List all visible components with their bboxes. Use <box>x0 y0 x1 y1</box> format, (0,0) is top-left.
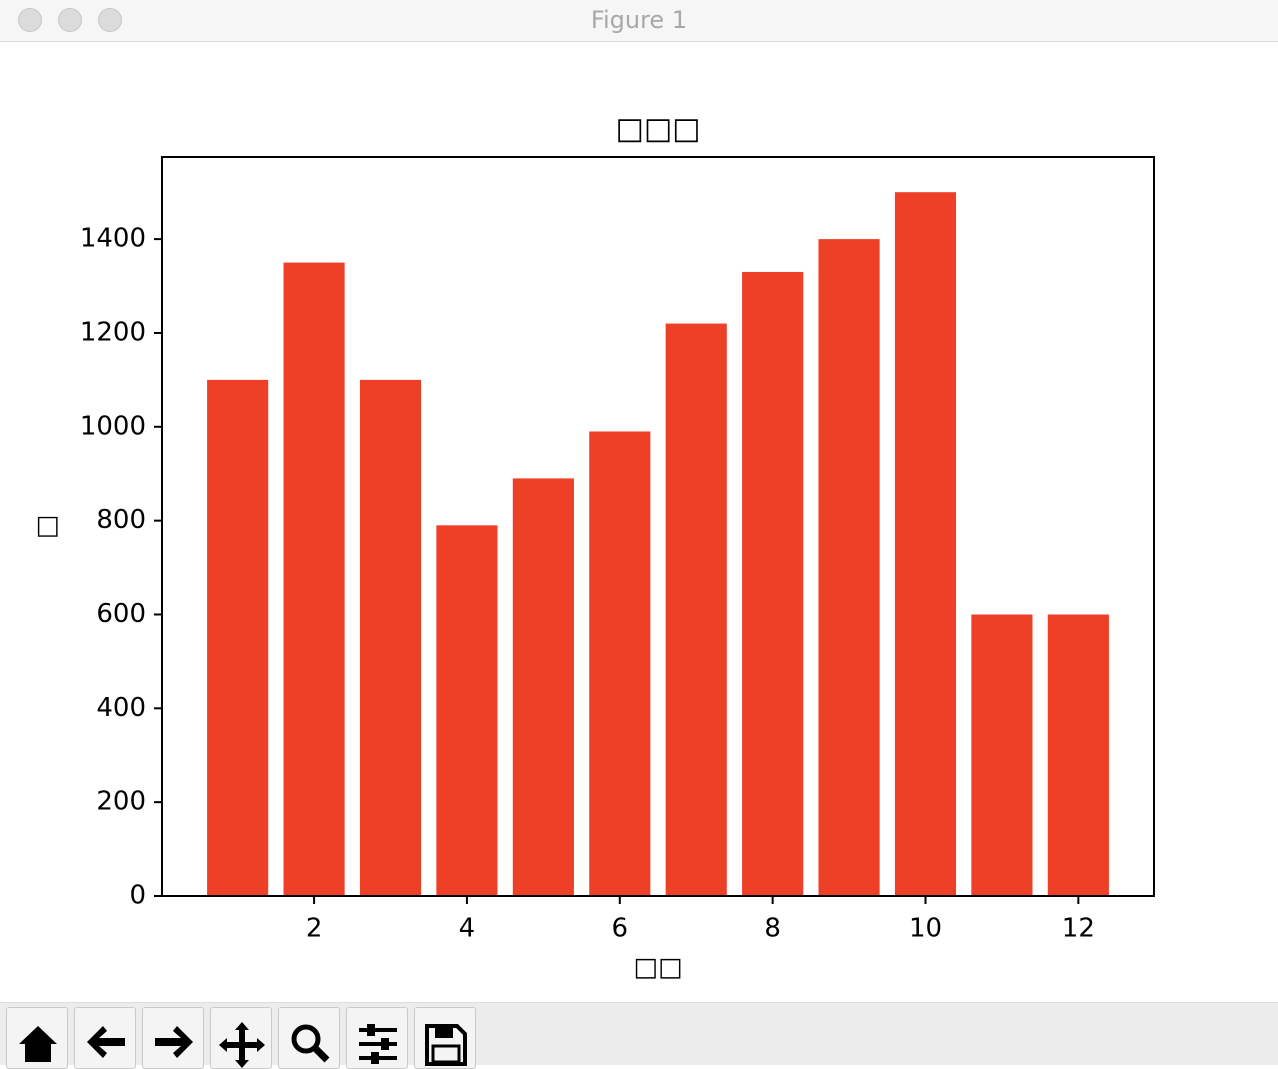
x-axis-label: □□ <box>633 953 682 983</box>
bar <box>971 614 1033 896</box>
x-tick-label: 4 <box>459 914 476 944</box>
y-tick-label: 1200 <box>80 317 146 347</box>
y-tick-label: 800 <box>96 505 146 535</box>
bar <box>436 525 498 896</box>
y-tick-label: 1000 <box>80 411 146 441</box>
x-tick-label: 6 <box>612 914 629 944</box>
back-button[interactable] <box>74 1007 136 1069</box>
bar <box>894 192 957 896</box>
toolbar <box>0 1002 1278 1069</box>
minimize-button[interactable] <box>58 8 82 32</box>
x-tick-label: 8 <box>764 914 781 944</box>
bar <box>359 379 422 896</box>
home-button[interactable] <box>6 1007 68 1069</box>
y-tick-label: 1400 <box>80 224 146 254</box>
zoom-tool-button[interactable] <box>278 1007 340 1069</box>
forward-button[interactable] <box>142 1007 204 1069</box>
bar <box>1047 614 1109 896</box>
bar <box>207 379 269 896</box>
close-button[interactable] <box>18 8 42 32</box>
y-tick-label: 200 <box>96 787 146 817</box>
chart-title: □□□ <box>615 112 700 147</box>
y-axis-label: □ <box>32 515 62 540</box>
chart: □□□ □□ □ 0 200 400 600 800 1000 1200 1400 2 4 6 8 10… <box>32 112 1155 983</box>
bar <box>512 478 574 896</box>
title-bar: Figure 1 <box>0 0 1278 42</box>
x-tick-label: 2 <box>306 914 323 944</box>
bar <box>818 239 880 897</box>
zoom-button[interactable] <box>98 8 122 32</box>
bar <box>589 431 651 896</box>
plot-frame <box>161 156 1155 897</box>
y-tick-label: 0 <box>129 881 146 911</box>
configure-button[interactable] <box>346 1007 408 1069</box>
x-tick-label: 12 <box>1062 914 1095 944</box>
y-tick-label: 600 <box>96 599 146 629</box>
window-title: Figure 1 <box>590 6 688 34</box>
save-button[interactable] <box>414 1007 476 1069</box>
x-tick-label: 10 <box>909 914 942 944</box>
bar <box>665 323 727 897</box>
pan-button[interactable] <box>210 1007 272 1069</box>
y-tick-label: 400 <box>96 693 146 723</box>
bar <box>283 262 345 896</box>
bar <box>742 271 804 896</box>
